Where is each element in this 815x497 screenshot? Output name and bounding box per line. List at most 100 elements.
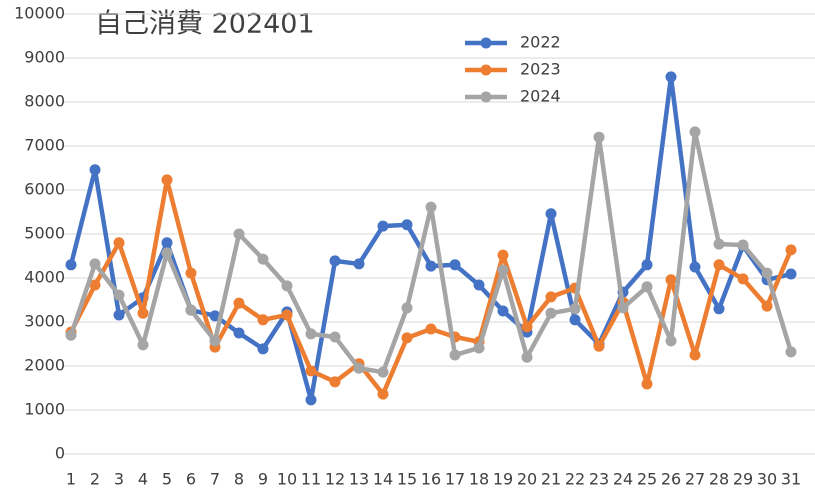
data-point (641, 259, 653, 271)
data-point (761, 267, 773, 279)
data-point (161, 174, 173, 186)
data-point (353, 258, 365, 270)
data-point (401, 219, 413, 231)
data-point (689, 349, 701, 361)
data-point (425, 260, 437, 272)
data-point (401, 302, 413, 314)
data-point (665, 335, 677, 347)
x-tick-label: 18 (469, 470, 489, 489)
data-point (209, 335, 221, 347)
data-point (785, 268, 797, 280)
data-point (89, 164, 101, 176)
data-point (305, 365, 317, 377)
y-tick-label: 0 (55, 444, 65, 463)
x-tick-label: 29 (733, 470, 753, 489)
data-point (185, 267, 197, 279)
x-tick-label: 15 (397, 470, 417, 489)
y-tick-label: 9000 (24, 48, 65, 67)
data-point (65, 329, 77, 341)
data-point (761, 300, 773, 312)
x-tick-label: 16 (421, 470, 441, 489)
data-point (713, 259, 725, 271)
data-point (233, 228, 245, 240)
y-tick-label: 10000 (14, 4, 65, 23)
x-tick-label: 3 (114, 470, 124, 489)
data-point (113, 237, 125, 249)
data-point (449, 259, 461, 271)
legend-marker (480, 37, 492, 49)
x-tick-label: 28 (709, 470, 729, 489)
data-point (665, 71, 677, 83)
data-point (641, 281, 653, 293)
data-point (737, 239, 749, 251)
data-point (497, 305, 509, 317)
data-point (785, 244, 797, 256)
data-point (665, 274, 677, 286)
data-point (113, 309, 125, 321)
data-point (377, 366, 389, 378)
data-point (329, 255, 341, 267)
legend-marker (480, 64, 492, 76)
data-point (593, 131, 605, 143)
data-point (329, 331, 341, 343)
data-point (689, 261, 701, 273)
data-point (281, 309, 293, 321)
data-point (689, 126, 701, 138)
x-tick-label: 7 (210, 470, 220, 489)
y-tick-label: 6000 (24, 180, 65, 199)
x-tick-label: 31 (781, 470, 801, 489)
data-point (401, 332, 413, 344)
y-tick-label: 3000 (24, 312, 65, 331)
data-point (377, 388, 389, 400)
x-tick-label: 20 (517, 470, 537, 489)
x-tick-label: 11 (301, 470, 321, 489)
data-point (161, 237, 173, 249)
legend-marker (480, 91, 492, 103)
y-tick-label: 5000 (24, 224, 65, 243)
x-tick-label: 12 (325, 470, 345, 489)
x-tick-label: 4 (138, 470, 148, 489)
data-point (713, 303, 725, 315)
data-point (89, 279, 101, 291)
x-tick-label: 17 (445, 470, 465, 489)
x-tick-label: 14 (373, 470, 393, 489)
y-tick-label: 8000 (24, 92, 65, 111)
chart-title: 自己消費 202401 (95, 9, 315, 40)
data-point (617, 302, 629, 314)
x-tick-label: 22 (565, 470, 585, 489)
data-point (233, 327, 245, 339)
x-tick-label: 23 (589, 470, 609, 489)
data-point (185, 304, 197, 316)
x-tick-label: 5 (162, 470, 172, 489)
data-point (737, 273, 749, 285)
data-point (497, 249, 509, 261)
data-point (305, 394, 317, 406)
data-point (569, 314, 581, 326)
x-tick-label: 19 (493, 470, 513, 489)
x-tick-label: 26 (661, 470, 681, 489)
data-point (305, 328, 317, 340)
x-tick-label: 8 (234, 470, 244, 489)
data-point (329, 376, 341, 388)
data-point (641, 378, 653, 390)
data-point (449, 349, 461, 361)
data-point (785, 346, 797, 358)
legend-label: 2024 (520, 87, 561, 106)
data-point (137, 339, 149, 351)
x-tick-label: 6 (186, 470, 196, 489)
data-point (161, 247, 173, 259)
data-point (545, 208, 557, 220)
x-tick-label: 10 (277, 470, 297, 489)
data-point (545, 307, 557, 319)
y-tick-label: 4000 (24, 268, 65, 287)
data-point (473, 279, 485, 291)
y-tick-label: 2000 (24, 356, 65, 375)
data-point (257, 314, 269, 326)
data-point (377, 220, 389, 232)
data-point (569, 303, 581, 315)
data-point (257, 343, 269, 355)
x-tick-label: 25 (637, 470, 657, 489)
data-point (233, 297, 245, 309)
x-tick-label: 21 (541, 470, 561, 489)
